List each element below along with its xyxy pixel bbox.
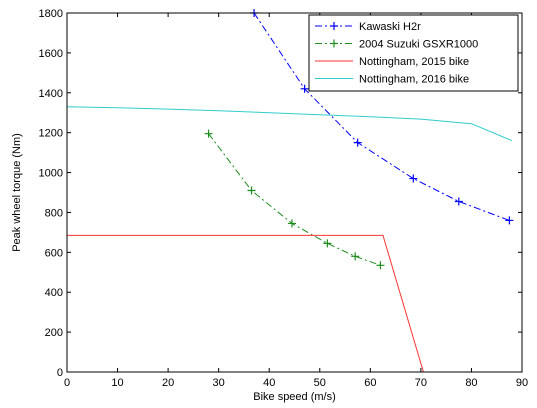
legend-entry-label: Nottingham, 2016 bike bbox=[359, 74, 469, 86]
x-tick-label: 40 bbox=[263, 377, 275, 389]
data-point-marker bbox=[353, 138, 362, 147]
series-line bbox=[253, 13, 510, 221]
legend-marker-sample bbox=[330, 22, 338, 30]
data-point-marker bbox=[409, 174, 418, 183]
series-3 bbox=[67, 106, 513, 142]
x-axis-label: Bike speed (m/s) bbox=[253, 391, 336, 403]
series-2 bbox=[67, 234, 424, 372]
y-tick-label: 600 bbox=[45, 247, 63, 259]
legend-entry-label: Kawaski H2r bbox=[359, 21, 421, 33]
data-point-marker bbox=[376, 261, 385, 270]
series-line bbox=[67, 106, 513, 142]
data-point-marker bbox=[287, 219, 296, 228]
legend-entry-label: 2004 Suzuki GSXR1000 bbox=[359, 39, 478, 51]
y-tick-label: 0 bbox=[57, 367, 63, 379]
plot-frame bbox=[66, 12, 523, 373]
y-tick-label: 1800 bbox=[39, 8, 63, 20]
y-tick-label: 800 bbox=[45, 207, 63, 219]
y-tick-label: 1000 bbox=[39, 168, 63, 180]
legend: Kawaski H2r 2004 Suzuki GSXR1000 Nottingha… bbox=[308, 14, 519, 92]
series-line bbox=[208, 133, 381, 266]
y-axis-label: Peak wheel torque (Nm) bbox=[11, 133, 23, 252]
x-tick-label: 10 bbox=[111, 377, 123, 389]
x-tick-label: 90 bbox=[516, 377, 528, 389]
data-point-marker bbox=[505, 216, 514, 225]
y-tick-label: 200 bbox=[45, 327, 63, 339]
x-tick-label: 60 bbox=[364, 377, 376, 389]
x-tick-label: 50 bbox=[314, 377, 326, 389]
data-point-marker bbox=[351, 252, 360, 261]
x-tick-label: 80 bbox=[465, 377, 477, 389]
data-point-marker bbox=[204, 129, 213, 138]
data-point-marker bbox=[454, 197, 463, 206]
x-tick-label: 30 bbox=[213, 377, 225, 389]
series-0 bbox=[253, 13, 510, 221]
series-line bbox=[67, 234, 424, 372]
legend-entry-label: Nottingham, 2015 bike bbox=[359, 56, 469, 68]
x-tick-label: 0 bbox=[64, 377, 70, 389]
x-tick-label: 20 bbox=[162, 377, 174, 389]
legend-marker-sample bbox=[330, 39, 338, 48]
y-tick-label: 1400 bbox=[39, 88, 63, 100]
x-tick-label: 70 bbox=[415, 377, 427, 389]
y-tick-label: 1600 bbox=[39, 48, 63, 60]
data-point-marker bbox=[323, 239, 332, 248]
data-point-marker bbox=[247, 186, 256, 195]
series-1 bbox=[208, 133, 381, 266]
y-tick-label: 400 bbox=[45, 287, 63, 299]
y-tick-label: 1200 bbox=[39, 128, 63, 140]
data-point-marker bbox=[300, 84, 309, 93]
